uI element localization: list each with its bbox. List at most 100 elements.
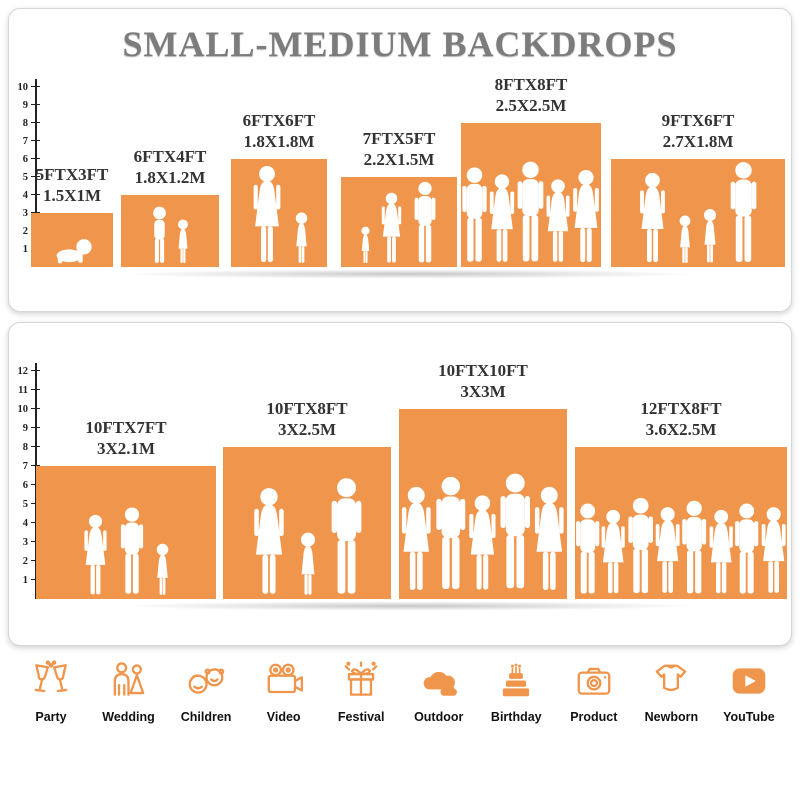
woman-silhouette [253,165,280,263]
size-ft: 6FTX6FT [242,110,316,130]
backdrop-bar-6ftx6ft [231,159,327,267]
ruler-tick [31,521,40,523]
girl-silhouette [361,226,370,263]
girl-silhouette [300,532,315,595]
category-label: Product [570,710,618,724]
ruler-tick [31,426,40,428]
ruler-tick [31,388,40,390]
ruler-number: 9 [22,100,28,111]
ruler-number: 10 [17,82,29,93]
ruler-tick [31,175,40,177]
outdoor-icon [423,671,457,696]
baby-silhouette [56,239,92,264]
woman-silhouette [489,174,515,262]
woman-silhouette [761,507,786,593]
ruler-number: 10 [17,404,29,415]
size-m: 1.5X1M [42,186,102,206]
girl-silhouette [156,543,169,595]
category-youtube: YouTube [712,660,786,724]
category-label: Newborn [644,710,699,724]
woman-silhouette [573,169,599,263]
page-title: SMALL-MEDIUM BACKDROPS [122,24,678,64]
man-silhouette [500,473,530,589]
backdrop-bar-8ftx8ft [461,123,601,267]
ruler-number: 8 [22,118,28,129]
ruler-number: 6 [22,154,28,165]
size-ft: 5FTX3FT [35,164,109,184]
category-party: Party [14,660,88,724]
ruler-number: 2 [22,226,28,237]
ruler-number: 4 [22,518,28,529]
woman-silhouette [381,192,402,263]
size-ft: 9FTX6FT [661,110,735,130]
size-m: 3X2.5M [277,420,337,440]
ruler-number: 1 [22,244,28,255]
party-icon [34,660,68,693]
ruler-tick [31,445,40,447]
girl-silhouette [703,209,717,263]
youtube-icon [732,668,766,694]
ruler-number: 7 [22,136,28,147]
ruler-number: 1 [22,575,28,586]
backdrop-bar-6ftx4ft [121,195,219,267]
girl-silhouette [679,215,691,264]
ruler-number: 5 [22,499,28,510]
category-outdoor: Outdoor [402,660,476,724]
backdrop-bar-9ftx6ft [611,159,785,267]
ruler-tick [31,502,40,504]
category-newborn: Newborn [634,660,708,724]
woman-silhouette [640,172,665,263]
backdrop-size-label: 9FTX6FT 2.7X1.8M [662,110,735,154]
man-silhouette [576,503,600,594]
woman-silhouette [655,507,680,593]
man-silhouette [462,167,487,262]
ruler-tick [31,578,40,580]
category-label: Outdoor [414,710,464,724]
ruler-axis [35,79,37,267]
category-label: Festival [337,710,385,724]
size-m: 1.8X1.2M [134,168,206,188]
size-ft: 10FTX10FT [438,360,528,380]
category-label: Video [266,710,301,724]
category-label: Birthday [490,710,542,724]
ruler-tick [31,559,40,561]
backdrop-bar-10ftx8ft [223,447,391,599]
backdrop-size-label: 10FTX8FT 3X2.5M [266,398,347,442]
ruler-axis [35,363,37,599]
ruler-number: 4 [22,190,28,201]
woman-silhouette [535,486,565,591]
panel-small-medium-row-2: 1 2 3 4 5 6 7 8 9 10 11 12 10FTX7FT 3X2.1M 10FTX8FT 3X2… [8,322,792,646]
backdrop-bar-7ftx5ft [341,177,457,267]
size-m: 3X3M [460,382,506,402]
woman-silhouette [709,509,733,594]
ruler-tick [31,193,40,195]
ruler-tick [31,483,40,485]
woman-silhouette [253,488,284,594]
size-m: 2.7X1.8M [662,132,734,152]
ruler-tick [31,464,40,466]
wedding-icon [113,662,144,696]
size-ft: 10FTX7FT [85,417,167,437]
ruler-number: 12 [17,366,29,377]
ruler-number: 7 [22,461,28,472]
backdrop-bar-10ftx7ft [36,466,216,599]
category-wedding: Wedding [92,660,166,724]
backdrop-size-label: 10FTX10FT 3X3M [438,360,528,404]
ground-shadow [39,268,779,280]
product-icon [577,667,611,695]
size-ft: 6FTX4FT [133,146,207,166]
size-m: 3X2.1M [96,439,156,459]
ruler-tick [31,139,40,141]
ruler-tick [31,121,40,123]
children-icon [188,668,225,694]
category-children: Children [169,660,243,724]
category-label: Children [180,710,232,724]
ruler-number: 5 [22,172,28,183]
backdrop-size-label: 12FTX8FT 3.6X2.5M [640,398,721,442]
ruler-tick [31,157,40,159]
girl-silhouette [177,219,188,264]
backdrop-size-label: 8FTX8FT 2.5X2.5M [495,74,568,118]
backdrop-size-label: 6FTX6FT 1.8X1.8M [243,110,316,154]
size-ft: 10FTX8FT [266,398,348,418]
size-ft: 12FTX8FT [640,398,722,418]
